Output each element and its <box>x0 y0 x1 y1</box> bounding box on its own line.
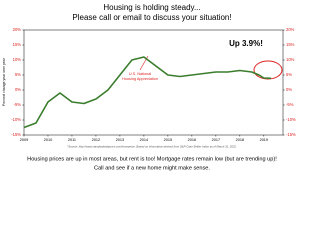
y-tick-label: 0% <box>15 87 21 92</box>
y-tick-label: 20% <box>13 27 22 32</box>
y-tick-label: 15% <box>13 42 22 47</box>
x-tick-label: 2018 <box>236 138 244 142</box>
x-tick-label: 2009 <box>20 138 28 142</box>
x-tick-label: 2016 <box>188 138 196 142</box>
footer-text: Housing prices are up in most areas, but… <box>27 156 277 162</box>
x-tick-label: 2012 <box>92 138 100 142</box>
y-tick-label: -5% <box>14 102 22 107</box>
chart: Housing is holding steady... Please call… <box>0 0 305 178</box>
y2-tick-label: 5% <box>286 72 292 77</box>
x-tick-label: 2017 <box>212 138 220 142</box>
y-tick-label: -10% <box>11 117 21 122</box>
x-tick-label: 2019 <box>260 138 268 142</box>
y-tick-label: 10% <box>13 57 22 62</box>
y2-tick-label: -10% <box>286 117 296 122</box>
source-note: *Source: http://www.standardandpoors.com… <box>67 145 237 149</box>
plot-frame <box>23 29 284 136</box>
data-line <box>23 56 272 129</box>
chart-subtitle: Please call or email to discuss your sit… <box>72 13 231 22</box>
chart-title: Housing is holding steady... <box>103 3 200 12</box>
footer-text: Call and see if a new home might make se… <box>94 165 210 171</box>
x-tick-label: 2010 <box>44 138 52 142</box>
annotation: Up 3.9%! <box>229 39 263 48</box>
y2-tick-label: -5% <box>286 102 294 107</box>
annotation: Housing Appreciation <box>122 77 158 81</box>
y2-tick-label: 10% <box>286 57 295 62</box>
y2-tick-label: 0% <box>286 87 292 92</box>
y2-tick-label: -15% <box>286 132 296 137</box>
y-tick-label: 5% <box>15 72 21 77</box>
y-tick-label: -15% <box>11 132 21 137</box>
x-tick-label: 2013 <box>116 138 124 142</box>
annotation: U.S. National <box>129 72 152 76</box>
x-tick-label: 2014 <box>140 138 148 142</box>
background <box>0 0 305 178</box>
x-tick-label: 2015 <box>164 138 172 142</box>
y2-tick-label: 15% <box>286 42 295 47</box>
y-axis-label: Percent change year over year <box>2 57 6 106</box>
highlight-circle <box>253 60 283 80</box>
y2-tick-label: 20% <box>286 27 295 32</box>
x-tick-label: 2011 <box>68 138 76 142</box>
